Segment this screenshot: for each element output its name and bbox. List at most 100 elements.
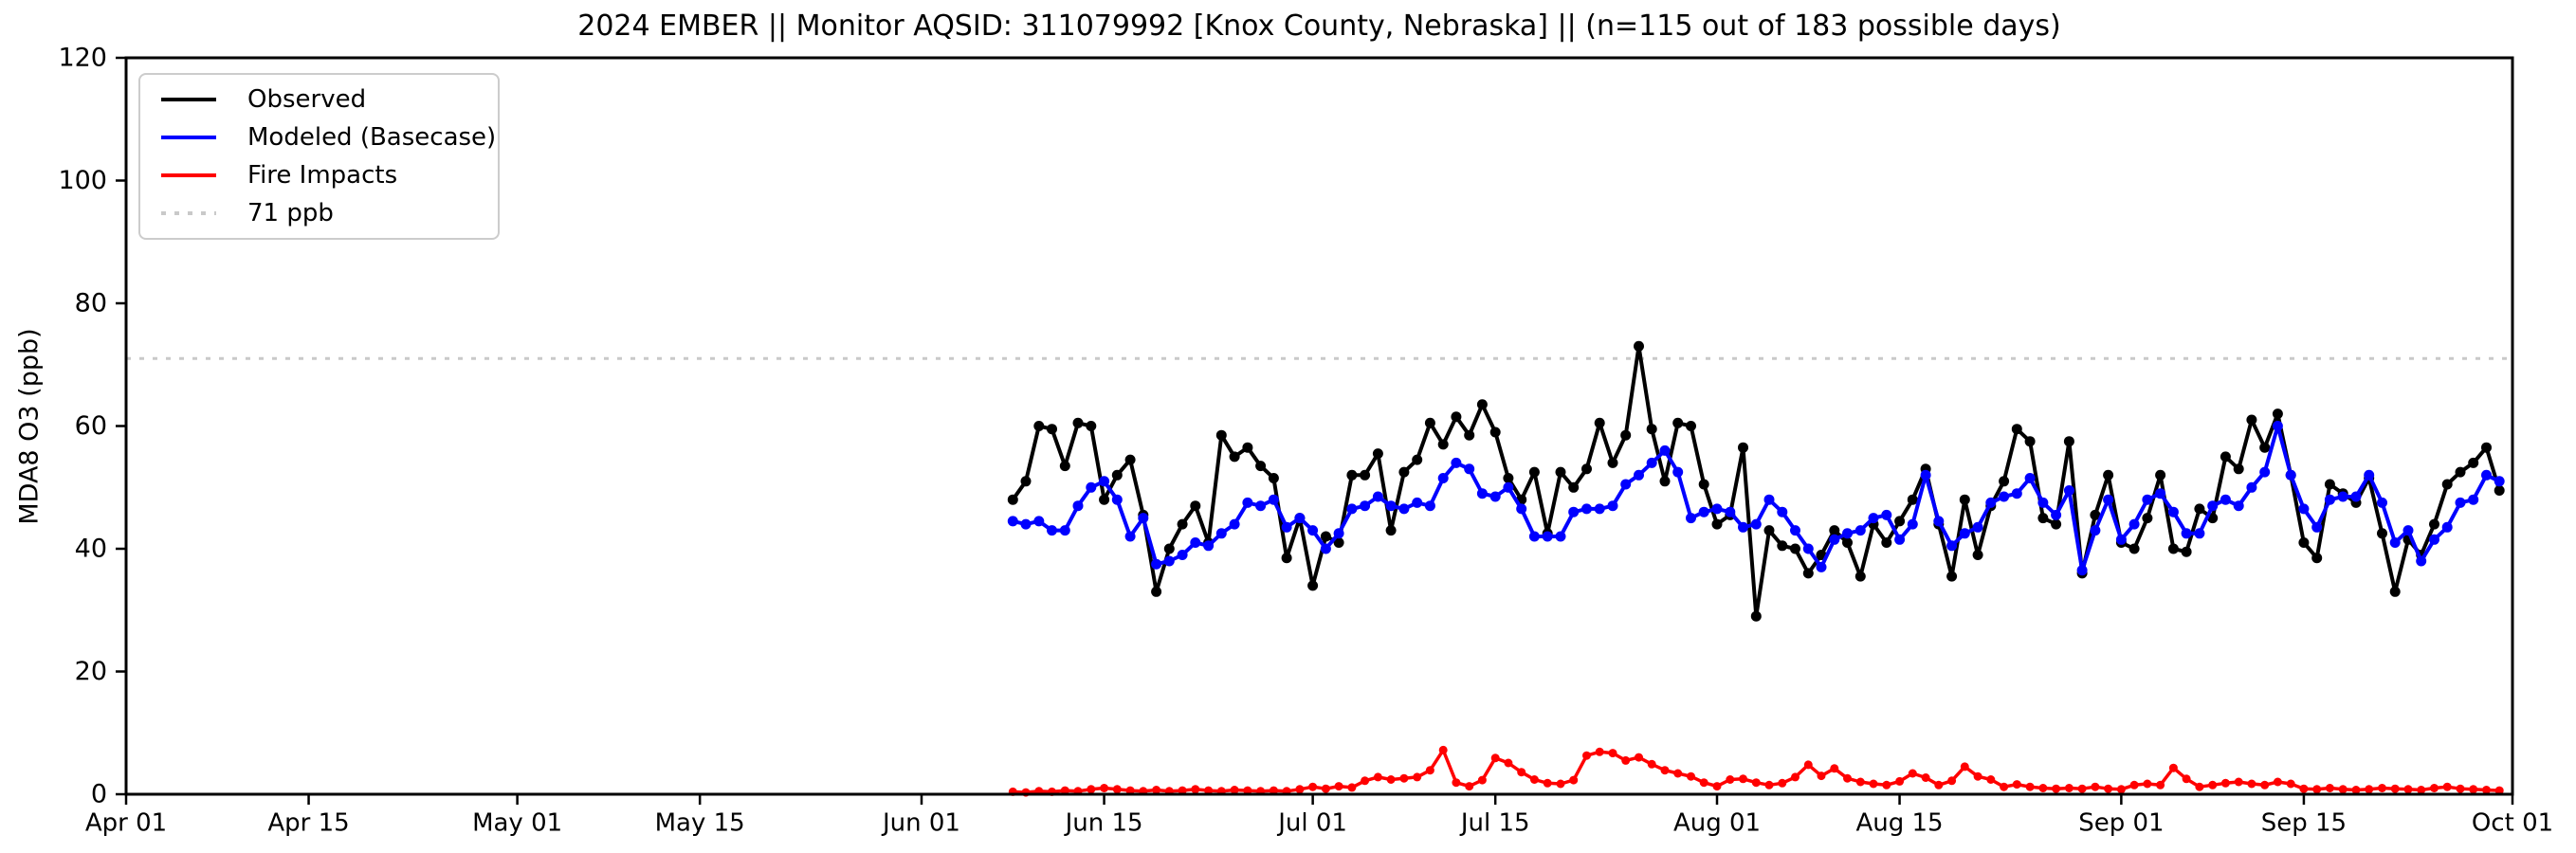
observed-marker xyxy=(1503,473,1514,483)
modeled-basecase--marker xyxy=(1894,534,1906,545)
modeled-basecase--marker xyxy=(1124,531,1136,542)
observed-marker xyxy=(1750,610,1762,622)
fire-impacts-marker xyxy=(1582,751,1591,760)
observed-marker xyxy=(2494,485,2505,496)
modeled-basecase--marker xyxy=(2167,506,2179,517)
observed-marker xyxy=(2429,518,2439,530)
modeled-basecase--marker xyxy=(2103,494,2114,505)
modeled-basecase--marker xyxy=(1307,525,1319,536)
modeled-basecase--marker xyxy=(1476,488,1488,499)
observed-marker xyxy=(1634,340,1644,352)
fire-impacts-marker xyxy=(1152,786,1161,794)
modeled-basecase--marker xyxy=(2142,494,2153,505)
observed-marker xyxy=(1842,537,1853,548)
observed-line-swatch-icon xyxy=(161,98,216,101)
observed-marker xyxy=(2259,442,2271,453)
observed-marker xyxy=(2441,479,2453,490)
fire-impacts-marker xyxy=(1529,775,1539,784)
modeled-basecase--marker xyxy=(1190,537,1201,548)
fire-impacts-marker xyxy=(1465,782,1474,791)
modeled-basecase--marker xyxy=(1007,516,1018,527)
fire-impacts-marker xyxy=(1269,786,1278,795)
modeled-basecase--marker xyxy=(2364,469,2375,481)
fire-impacts-marker xyxy=(1608,749,1617,758)
fire-impacts-marker xyxy=(1230,786,1239,794)
fire-impacts-marker xyxy=(1295,785,1305,794)
observed-marker xyxy=(2063,436,2074,447)
modeled-basecase--marker xyxy=(1086,481,1097,493)
modeled-basecase--line xyxy=(1012,424,2501,572)
fire-impacts-marker xyxy=(2195,782,2204,791)
modeled-basecase--marker xyxy=(2220,494,2231,505)
modeled-basecase--marker xyxy=(1464,463,1475,475)
observed-marker xyxy=(2220,451,2231,463)
fire-impacts-marker xyxy=(1960,762,1969,771)
modeled-basecase--marker xyxy=(1268,494,1279,505)
modeled-basecase--marker xyxy=(2441,521,2453,533)
fire-impacts-marker xyxy=(1569,775,1579,785)
observed-marker xyxy=(1007,494,1018,505)
observed-marker xyxy=(1412,454,1423,465)
modeled-line-swatch-icon xyxy=(161,136,216,139)
fire-impacts-marker xyxy=(1060,786,1069,795)
modeled-basecase--marker xyxy=(1802,543,1814,554)
fire-impacts-marker xyxy=(1726,775,1735,784)
observed-marker xyxy=(1320,531,1331,542)
observed-marker xyxy=(1360,469,1371,481)
fire-impacts-marker xyxy=(1791,772,1800,782)
fire-impacts-marker xyxy=(2273,777,2282,787)
observed-marker xyxy=(2051,518,2062,530)
modeled-basecase--marker xyxy=(1777,506,1788,517)
fire-impacts-marker xyxy=(2143,779,2152,789)
fire-impacts-marker xyxy=(2000,782,2009,791)
fire-impacts-marker xyxy=(2234,777,2243,787)
fire-impacts-marker xyxy=(1517,768,1526,777)
observed-marker xyxy=(2481,442,2492,453)
fire-impacts-marker xyxy=(1830,764,1839,773)
observed-marker xyxy=(1398,466,1410,478)
observed-marker xyxy=(1946,571,1958,582)
modeled-basecase--marker xyxy=(1320,543,1331,554)
fire-impacts-marker xyxy=(2182,774,2191,784)
modeled-basecase--marker xyxy=(1881,509,1892,520)
x-tick-label: May 01 xyxy=(472,808,562,837)
fire-impacts-marker xyxy=(2299,784,2309,793)
observed-marker xyxy=(1268,473,1279,483)
modeled-basecase--marker xyxy=(2207,500,2219,512)
fire-impacts-marker xyxy=(2286,779,2295,789)
observed-marker xyxy=(1829,525,1840,536)
observed-marker xyxy=(1972,550,1983,560)
observed-marker xyxy=(1242,442,1253,453)
modeled-basecase--marker xyxy=(2416,555,2427,567)
observed-marker xyxy=(2155,469,2166,481)
observed-marker xyxy=(2324,479,2335,490)
modeled-basecase--marker xyxy=(1294,513,1306,524)
observed-marker xyxy=(1177,518,1188,530)
observed-marker xyxy=(1124,454,1136,465)
modeled-basecase--marker xyxy=(1033,516,1045,527)
modeled-basecase--marker xyxy=(2063,485,2074,496)
fire-impacts-marker xyxy=(1687,771,1695,781)
fire-impacts-marker xyxy=(1986,775,1996,784)
fire-impacts-marker xyxy=(1361,776,1370,786)
modeled-basecase--marker xyxy=(1568,506,1580,517)
modeled-basecase--marker xyxy=(1503,481,1514,493)
modeled-basecase--marker xyxy=(2285,469,2296,481)
observed-marker xyxy=(1072,417,1084,428)
modeled-basecase--marker xyxy=(1816,561,1827,572)
modeled-basecase--marker xyxy=(1177,550,1188,560)
fire-impacts-marker xyxy=(1100,784,1109,792)
modeled-basecase--marker xyxy=(2311,521,2323,533)
observed-marker xyxy=(1594,417,1605,428)
observed-marker xyxy=(2181,546,2192,557)
observed-marker xyxy=(2311,553,2323,564)
observed-marker xyxy=(2103,469,2114,481)
modeled-basecase--marker xyxy=(1528,531,1540,542)
fire-impacts-marker xyxy=(2038,784,2048,792)
modeled-basecase--marker xyxy=(1372,491,1383,502)
modeled-basecase--marker xyxy=(1281,521,1292,533)
threshold-line-swatch-icon xyxy=(161,211,216,215)
fire-impacts-marker xyxy=(1921,773,1930,782)
observed-marker xyxy=(2455,466,2466,478)
observed-marker xyxy=(1711,518,1723,530)
